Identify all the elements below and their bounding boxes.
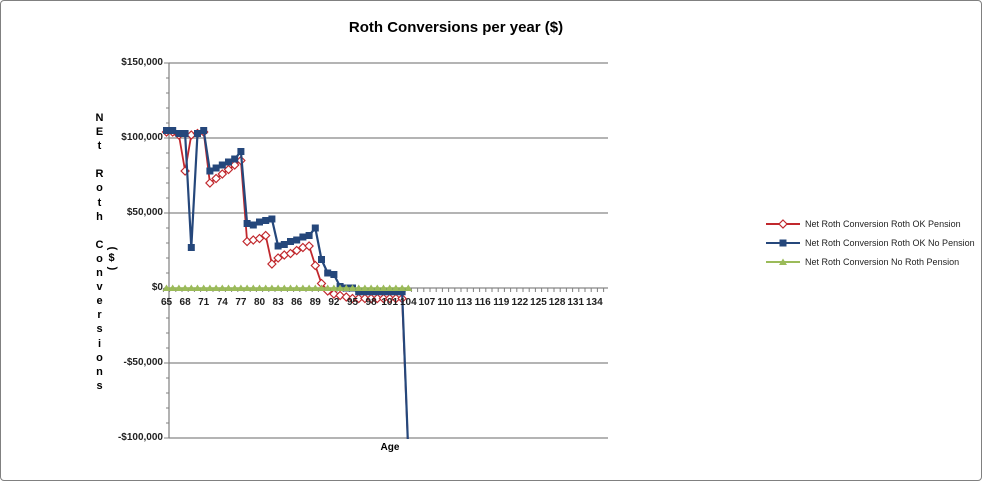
x-axis-tick-label: 86 xyxy=(291,297,303,308)
x-axis-tick-label: 92 xyxy=(328,297,340,308)
legend-item-label: Net Roth Conversion No Roth Pension xyxy=(805,256,960,267)
y-axis-title-char: o xyxy=(96,351,103,364)
x-axis-tick-label: 83 xyxy=(272,297,284,308)
x-axis-tick-label: 110 xyxy=(437,297,454,308)
x-axis-tick-label: 119 xyxy=(493,297,510,308)
x-axis-title: Age xyxy=(380,442,400,453)
x-axis-tick-label: 125 xyxy=(530,297,547,308)
chart-legend: Net Roth Conversion Roth OK Pension Net R… xyxy=(765,214,980,271)
y-axis-title-char: C xyxy=(95,238,104,251)
y-axis-unit: ( $ ) xyxy=(105,244,118,273)
x-axis-tick-label: 104 xyxy=(399,297,417,308)
y-axis xyxy=(164,62,170,439)
legend-item-label: Net Roth Conversion Roth OK No Pension xyxy=(805,237,975,248)
x-axis-tick-label: 71 xyxy=(198,297,210,308)
y-axis-tick-label: $150,000 xyxy=(121,57,163,68)
y-axis-title-char: v xyxy=(96,281,103,294)
gridlines xyxy=(169,62,608,439)
x-axis-tick-label: 68 xyxy=(179,297,191,308)
series-net-roth-conversion-roth-ok-no-pension xyxy=(163,127,409,439)
x-axis-tick-label: 116 xyxy=(474,297,491,308)
y-axis-title-char: e xyxy=(96,295,103,308)
y-axis-title-char: R xyxy=(95,168,104,181)
legend-item: Net Roth Conversion Roth OK Pension xyxy=(765,214,980,233)
x-axis-tick-label: 113 xyxy=(456,297,473,308)
x-axis-tick-label: 122 xyxy=(511,297,529,308)
y-axis-title-char: s xyxy=(96,323,103,336)
y-axis-unit-dollar: $ xyxy=(108,252,115,264)
x-axis-tick-label: 128 xyxy=(548,297,566,308)
x-axis-tick-label: 80 xyxy=(253,297,266,308)
y-axis-unit-close-paren: ) xyxy=(105,266,118,271)
open-diamond-legend-marker-icon xyxy=(766,218,800,229)
series-net-roth-conversion-no-roth-pension xyxy=(162,284,413,291)
y-axis-title-char: i xyxy=(97,337,102,350)
y-axis-title-char: n xyxy=(96,365,103,378)
chart-title: Roth Conversions per year ($) xyxy=(348,19,564,36)
x-axis-tick-label: 107 xyxy=(418,297,436,308)
x-axis-tick-label: 131 xyxy=(567,297,585,308)
x-axis-tick-label: 74 xyxy=(216,297,228,308)
y-axis-tick-label: $100,000 xyxy=(121,132,163,143)
y-axis-title-char: h xyxy=(96,210,103,223)
y-axis-title-char xyxy=(92,153,107,167)
x-axis-tick-label: 89 xyxy=(309,297,321,308)
y-axis-tick-label: -$100,000 xyxy=(117,432,163,443)
y-axis-title-char: s xyxy=(96,379,103,392)
x-axis-tick-label: 98 xyxy=(365,297,377,308)
filled-square-legend-marker-icon xyxy=(766,239,800,246)
y-axis-title-char: o xyxy=(96,182,103,195)
y-axis-title-char: r xyxy=(97,309,102,322)
y-axis-title-char xyxy=(92,224,107,238)
y-axis-title-char: E xyxy=(95,126,104,139)
legend-item: Net Roth Conversion Roth OK No Pension xyxy=(765,233,980,252)
y-axis-title-char: n xyxy=(96,267,103,280)
y-axis-unit-open-paren: ( xyxy=(105,246,118,251)
legend-item-label: Net Roth Conversion Roth OK Pension xyxy=(805,218,961,229)
x-axis-tick-label: 101 xyxy=(381,297,399,308)
legend-item: Net Roth Conversion No Roth Pension xyxy=(765,252,980,271)
x-axis-tick-label: 65 xyxy=(160,297,173,308)
y-axis-tick-label: -$50,000 xyxy=(123,357,163,368)
y-axis-title-char: t xyxy=(97,140,102,153)
y-axis-tick-label: $0 xyxy=(151,282,163,293)
x-axis-tick-label: 77 xyxy=(235,297,247,308)
y-axis-title-char: t xyxy=(97,196,102,209)
y-axis-tick-label: $50,000 xyxy=(126,207,163,218)
filled-triangle-legend-marker-icon xyxy=(766,258,800,265)
x-axis-tick-label: 134 xyxy=(585,297,603,308)
y-axis-title-char: N xyxy=(95,112,104,124)
y-axis-title-char: o xyxy=(96,252,103,265)
x-axis-tick-label: 95 xyxy=(346,297,359,308)
